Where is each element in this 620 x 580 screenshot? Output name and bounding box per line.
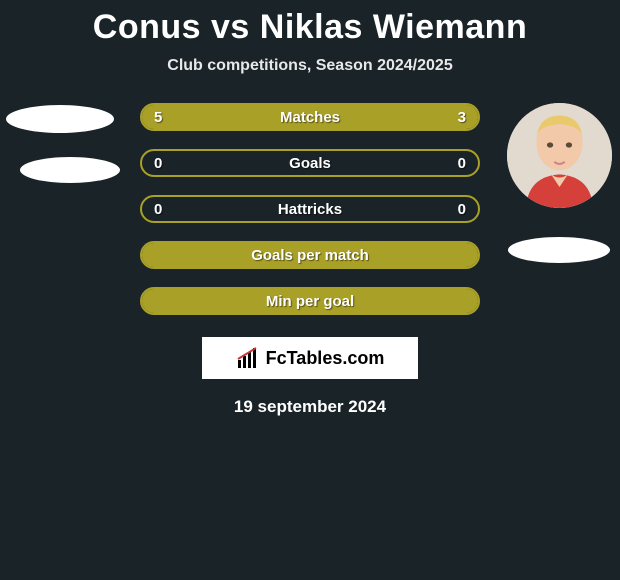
stat-value-left: 5: [154, 105, 162, 129]
logo-text: FcTables.com: [266, 348, 385, 369]
stat-bar-goals: 0 0 Goals: [140, 149, 480, 177]
stat-value-left: 0: [154, 151, 162, 175]
page-title: Conus vs Niklas Wiemann: [0, 8, 620, 47]
decorative-ellipse: [508, 237, 610, 263]
stat-value-right: 0: [458, 151, 466, 175]
stat-label: Hattricks: [142, 197, 478, 221]
source-logo: FcTables.com: [202, 337, 418, 379]
decorative-ellipse: [6, 105, 114, 133]
stat-label: Goals: [142, 151, 478, 175]
bar-chart-icon: [236, 346, 260, 370]
decorative-ellipse: [20, 157, 120, 183]
subtitle: Club competitions, Season 2024/2025: [0, 57, 620, 75]
bar-fill-left: [142, 243, 478, 267]
stat-value-right: 3: [458, 105, 466, 129]
stat-bar-min-per-goal: Min per goal: [140, 287, 480, 315]
avatar-placeholder-icon: [507, 103, 612, 208]
player-right-avatar: [507, 103, 612, 208]
stat-bar-hattricks: 0 0 Hattricks: [140, 195, 480, 223]
date-label: 19 september 2024: [0, 397, 620, 417]
bar-fill-left: [142, 289, 478, 313]
stat-bars: 5 3 Matches 0 0 Goals 0 0 Hattricks: [140, 103, 480, 315]
bar-fill-left: [142, 105, 352, 129]
content-area: 5 3 Matches 0 0 Goals 0 0 Hattricks: [0, 103, 620, 417]
stat-value-right: 0: [458, 197, 466, 221]
stat-bar-matches: 5 3 Matches: [140, 103, 480, 131]
comparison-widget: Conus vs Niklas Wiemann Club competition…: [0, 0, 620, 417]
stat-value-left: 0: [154, 197, 162, 221]
stat-bar-goals-per-match: Goals per match: [140, 241, 480, 269]
